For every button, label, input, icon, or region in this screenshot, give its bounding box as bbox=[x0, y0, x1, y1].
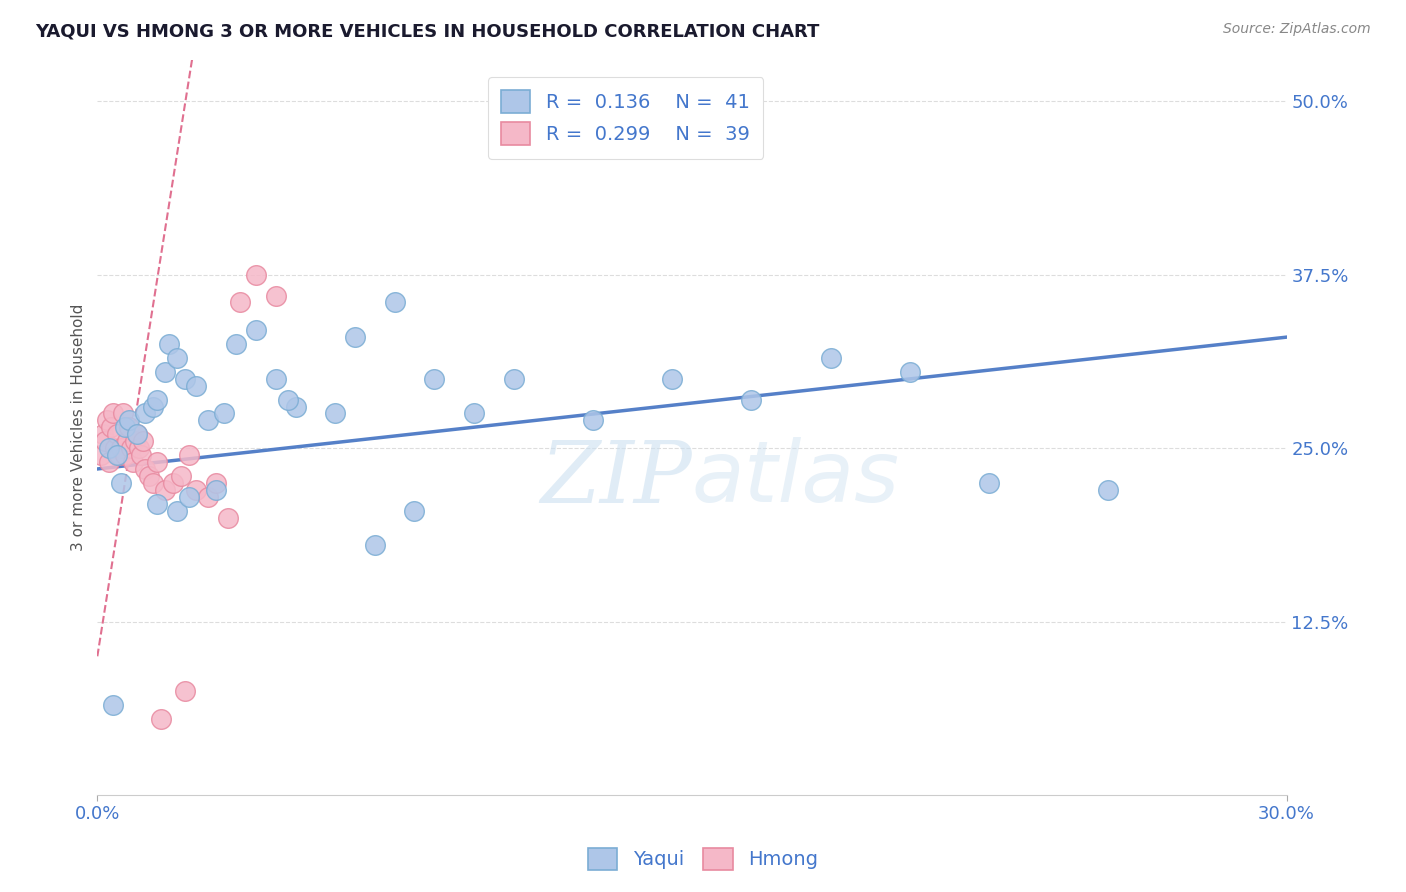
Point bbox=[91, 427, 114, 442]
Point bbox=[149, 712, 172, 726]
Text: Source: ZipAtlas.com: Source: ZipAtlas.com bbox=[1223, 22, 1371, 37]
Point bbox=[173, 372, 195, 386]
Point bbox=[245, 323, 267, 337]
Point bbox=[153, 365, 176, 379]
Point bbox=[134, 462, 156, 476]
Point bbox=[344, 330, 367, 344]
Point bbox=[979, 475, 1001, 490]
Legend: Yaqui, Hmong: Yaqui, Hmong bbox=[581, 839, 825, 878]
Point bbox=[90, 448, 112, 462]
Point bbox=[404, 503, 426, 517]
Point bbox=[114, 448, 136, 462]
Point bbox=[186, 483, 208, 497]
Point bbox=[146, 455, 169, 469]
Point bbox=[103, 698, 125, 712]
Point bbox=[118, 420, 141, 434]
Point bbox=[166, 351, 188, 365]
Point bbox=[177, 490, 200, 504]
Point bbox=[100, 420, 122, 434]
Point bbox=[153, 483, 176, 497]
Point bbox=[423, 372, 446, 386]
Point bbox=[197, 413, 219, 427]
Point bbox=[124, 434, 146, 449]
Point bbox=[128, 441, 150, 455]
Point bbox=[463, 407, 485, 421]
Point bbox=[125, 427, 148, 442]
Point bbox=[112, 407, 135, 421]
Point bbox=[110, 441, 132, 455]
Point bbox=[142, 400, 165, 414]
Point bbox=[177, 448, 200, 462]
Point bbox=[98, 441, 121, 455]
Point bbox=[197, 490, 219, 504]
Point bbox=[384, 295, 406, 310]
Point bbox=[582, 413, 605, 427]
Point bbox=[186, 378, 208, 392]
Point bbox=[225, 337, 247, 351]
Point bbox=[205, 475, 228, 490]
Point bbox=[138, 469, 160, 483]
Point bbox=[661, 372, 683, 386]
Point bbox=[898, 365, 921, 379]
Point bbox=[96, 413, 118, 427]
Point bbox=[364, 538, 387, 552]
Point bbox=[245, 268, 267, 282]
Point bbox=[103, 407, 125, 421]
Point bbox=[122, 455, 145, 469]
Point bbox=[115, 434, 138, 449]
Point bbox=[173, 684, 195, 698]
Point bbox=[162, 475, 184, 490]
Point bbox=[104, 441, 127, 455]
Point bbox=[94, 434, 117, 449]
Point bbox=[129, 448, 152, 462]
Text: YAQUI VS HMONG 3 OR MORE VEHICLES IN HOUSEHOLD CORRELATION CHART: YAQUI VS HMONG 3 OR MORE VEHICLES IN HOU… bbox=[35, 22, 820, 40]
Point bbox=[277, 392, 299, 407]
Point bbox=[120, 441, 142, 455]
Text: ZIP: ZIP bbox=[540, 437, 692, 520]
Point bbox=[284, 400, 307, 414]
Point bbox=[110, 475, 132, 490]
Point bbox=[1097, 483, 1119, 497]
Point bbox=[820, 351, 842, 365]
Point bbox=[132, 434, 155, 449]
Point bbox=[229, 295, 252, 310]
Point bbox=[157, 337, 180, 351]
Point bbox=[205, 483, 228, 497]
Point bbox=[125, 427, 148, 442]
Y-axis label: 3 or more Vehicles in Household: 3 or more Vehicles in Household bbox=[72, 303, 86, 551]
Point bbox=[264, 288, 287, 302]
Point bbox=[118, 413, 141, 427]
Point bbox=[114, 420, 136, 434]
Point bbox=[146, 497, 169, 511]
Point bbox=[323, 407, 346, 421]
Point bbox=[217, 510, 239, 524]
Point bbox=[169, 469, 191, 483]
Point bbox=[98, 455, 121, 469]
Point bbox=[105, 448, 128, 462]
Point bbox=[146, 392, 169, 407]
Point bbox=[108, 448, 131, 462]
Point bbox=[166, 503, 188, 517]
Point bbox=[740, 392, 762, 407]
Point bbox=[212, 407, 235, 421]
Point bbox=[142, 475, 165, 490]
Point bbox=[105, 427, 128, 442]
Point bbox=[264, 372, 287, 386]
Legend: R =  0.136    N =  41, R =  0.299    N =  39: R = 0.136 N = 41, R = 0.299 N = 39 bbox=[488, 77, 763, 159]
Text: atlas: atlas bbox=[692, 437, 900, 520]
Point bbox=[502, 372, 524, 386]
Point bbox=[134, 407, 156, 421]
